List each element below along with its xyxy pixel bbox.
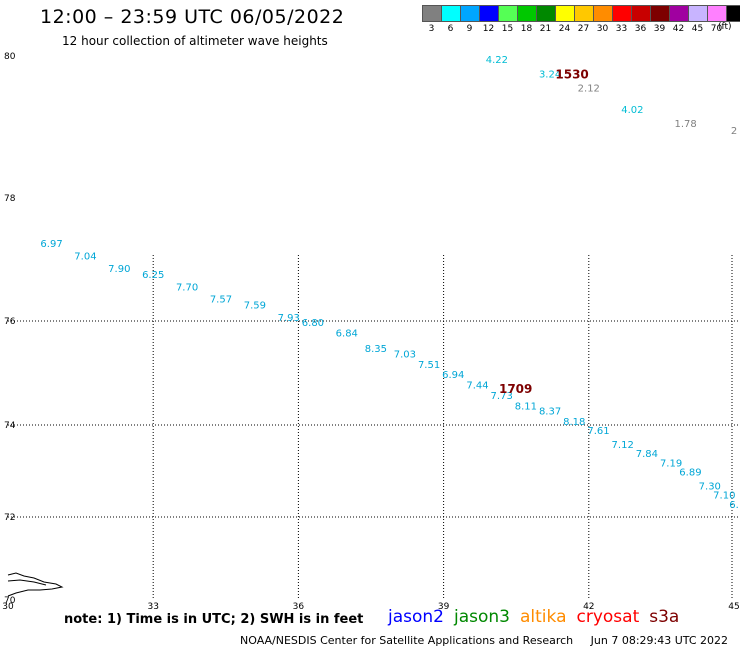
wave-height-value: 7.03 xyxy=(394,349,416,360)
wave-height-value: 7.51 xyxy=(418,360,440,371)
wave-height-value: 6.84 xyxy=(336,329,358,340)
wave-height-value: 2.12 xyxy=(578,84,600,95)
satellite-legend-item: cryosat xyxy=(576,607,640,627)
scale-label: 30 xyxy=(596,24,609,34)
wave-height-value: 4.22 xyxy=(486,55,508,66)
scale-bin: 42 xyxy=(669,5,689,34)
scale-label: 42 xyxy=(672,24,685,34)
lat-label: 74 xyxy=(4,421,16,431)
units-note: note: 1) Time is in UTC; 2) SWH is in fe… xyxy=(64,612,364,627)
wave-height-value: 8.37 xyxy=(539,407,561,418)
wave-height-value: 7.84 xyxy=(636,449,658,460)
scale-label: 45 xyxy=(691,24,704,34)
satellite-legend-item: jason2 xyxy=(388,607,444,627)
scale-label: 9 xyxy=(466,24,473,34)
satellite-legend-item: altika xyxy=(520,607,567,627)
map-title: 12:00 – 23:59 UTC 06/05/2022 xyxy=(40,6,345,28)
scale-label: 33 xyxy=(615,24,628,34)
scale-label: 39 xyxy=(653,24,666,34)
wave-height-value: 7.70 xyxy=(176,282,198,293)
lat-label: 78 xyxy=(4,194,16,204)
satellite-tracks: 4.22 3.24 2.12 4.02 1.78 2 1530 6.97 7.04 7.90 6.2… xyxy=(40,55,738,511)
map-subtitle: 12 hour collection of altimeter wave hei… xyxy=(62,34,328,48)
scale-label: 15 xyxy=(501,24,514,34)
satellite-legend-item: jason3 xyxy=(454,607,510,627)
scale-bin: 18 xyxy=(517,5,537,34)
wave-height-value: 6. xyxy=(729,500,739,511)
wave-height-value: 7.59 xyxy=(244,301,266,312)
footer: NOAA/NESDIS Center for Satellite Applica… xyxy=(240,634,728,647)
lat-label: 72 xyxy=(4,513,15,523)
wave-height-value: 7.93 xyxy=(278,313,300,324)
satellite-legend: jason2 jason3 altika cryosat s3a xyxy=(388,607,689,627)
lon-label: 33 xyxy=(147,602,158,612)
coastline xyxy=(7,572,64,597)
wave-height-value: 6.94 xyxy=(442,370,464,381)
wave-height-value: 7.73 xyxy=(491,391,513,402)
scale-label: 70 xyxy=(710,24,723,34)
scale-label: 36 xyxy=(634,24,647,34)
scale-label: 24 xyxy=(558,24,571,34)
lat-label: 76 xyxy=(4,317,16,327)
wave-height-value: 6.25 xyxy=(142,270,164,281)
land-outline xyxy=(7,579,47,586)
wave-height-value: 7.10 xyxy=(713,491,735,502)
wave-height-value: 7.12 xyxy=(612,440,634,451)
scale-label: 3 xyxy=(428,24,435,34)
lon-label: 42 xyxy=(583,602,594,612)
lon-label: 30 xyxy=(2,602,14,612)
scale-label: 6 xyxy=(447,24,454,34)
footer-timestamp: Jun 7 08:29:43 UTC 2022 xyxy=(590,634,729,647)
scale-label: 21 xyxy=(539,24,552,34)
wave-height-value: 6.97 xyxy=(40,239,62,250)
wave-height-value: 8.18 xyxy=(563,417,585,428)
wave-height-value: 4.02 xyxy=(621,105,643,116)
wave-height-value: 7.19 xyxy=(660,458,682,469)
wave-height-value: 7.30 xyxy=(699,481,721,492)
wave-height-value: 7.57 xyxy=(210,295,232,306)
lon-label: 39 xyxy=(438,602,450,612)
scale-label: 27 xyxy=(577,24,590,34)
wave-height-value: 7.90 xyxy=(108,264,130,275)
pass-time-label: 1530 xyxy=(555,67,588,81)
scale-label: 18 xyxy=(520,24,533,34)
scale-swatch xyxy=(726,5,740,22)
wave-height-value: 8.11 xyxy=(515,401,537,412)
lon-label: 45 xyxy=(728,602,739,612)
lat-label: 80 xyxy=(4,52,16,62)
wave-height-value: 1.78 xyxy=(674,119,696,130)
wave-height-value: 3.24 xyxy=(539,69,561,80)
wave-height-value: 7.44 xyxy=(466,381,488,392)
satellite-legend-item: s3a xyxy=(649,607,680,627)
lat-label: 70 xyxy=(4,596,16,606)
satellite-pass: 4.22 3.24 2.12 4.02 1.78 2 1530 xyxy=(486,55,737,137)
wave-height-value: 7.61 xyxy=(587,426,609,437)
land-outline xyxy=(7,572,64,597)
wave-height-value: 6.89 xyxy=(679,468,701,479)
scale-label: 12 xyxy=(482,24,495,34)
lat-lon-grid xyxy=(8,255,738,600)
wave-height-color-scale: 3 6 9 12 15 18 21 24 27 30 33 36 39 42 45 70 xyxy=(422,5,740,34)
scale-bin: 9 xyxy=(460,5,480,34)
wave-height-value: 8.35 xyxy=(365,344,387,355)
satellite-pass: 6.97 7.04 7.90 6.25 7.70 7.57 7.59 7.93 6.80 6.84… xyxy=(40,239,738,511)
color-scale-unit: (ft) xyxy=(718,22,732,32)
wave-height-value: 2 xyxy=(731,126,737,137)
wave-height-value: 7.04 xyxy=(74,252,96,263)
footer-credit: NOAA/NESDIS Center for Satellite Applica… xyxy=(240,634,574,647)
lon-label: 36 xyxy=(293,602,305,612)
wave-height-value: 6.80 xyxy=(302,318,324,329)
pass-time-label: 1709 xyxy=(499,382,532,396)
scale-bin xyxy=(726,5,740,34)
